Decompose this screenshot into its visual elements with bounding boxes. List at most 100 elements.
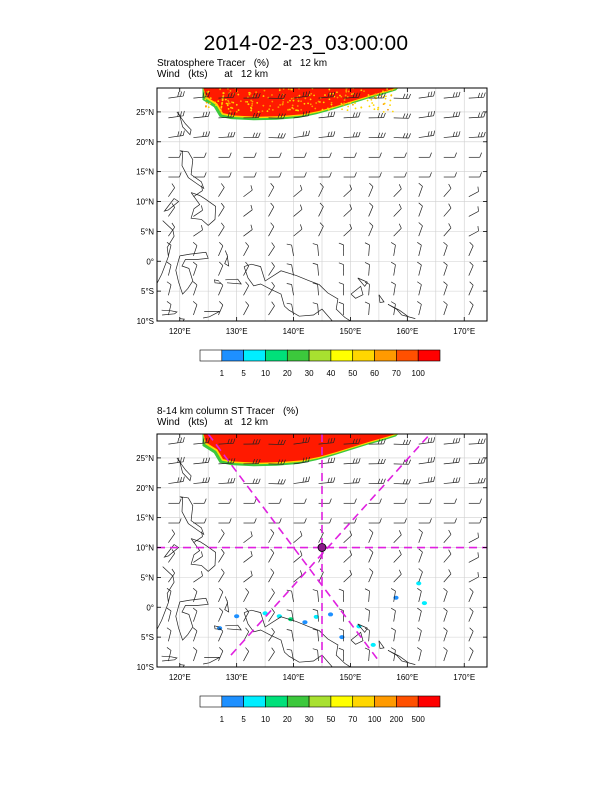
tracer-speckle xyxy=(292,99,295,102)
wind-barb-flag xyxy=(377,458,381,464)
wind-barb xyxy=(368,206,374,217)
wind-barb xyxy=(418,591,422,602)
wind-barb xyxy=(318,186,324,197)
wind-barb-flag xyxy=(477,92,481,98)
tracer-speckle xyxy=(315,102,318,104)
wind-barb-flag xyxy=(469,301,474,306)
wind-barb-flag xyxy=(330,457,333,463)
wind-barb-flag xyxy=(280,459,283,465)
wind-barb xyxy=(443,534,452,543)
wind-barb-flag xyxy=(202,458,205,464)
wind-barb-flag xyxy=(258,439,261,445)
wind-barb-flag xyxy=(177,131,180,137)
wind-barb xyxy=(268,186,275,197)
wind-barb-flag xyxy=(166,281,172,285)
colorbar-swatch xyxy=(243,349,266,362)
wind-barb-flag xyxy=(182,130,185,136)
wind-barb-flag xyxy=(202,477,205,483)
wind-barb-flag xyxy=(418,548,423,553)
wind-barb xyxy=(168,630,172,642)
colorbar-label: 30 xyxy=(305,369,314,378)
wind-barb-flag xyxy=(283,113,286,119)
wind-barb-flag xyxy=(286,648,292,651)
tracer-speckle xyxy=(235,110,238,113)
wind-barb-flag xyxy=(383,93,386,99)
wind-barb-flag xyxy=(379,172,382,178)
tracer-speckle xyxy=(230,106,232,109)
wind-barb-flag xyxy=(286,283,292,285)
wind-barb xyxy=(368,630,370,642)
x-tick-label: 160°E xyxy=(396,673,418,682)
tracer-speckle xyxy=(339,94,341,97)
y-tick-label: 5°N xyxy=(141,227,155,236)
wind-barb xyxy=(343,116,359,119)
tracer-speckle xyxy=(269,105,272,107)
wind-barb-flag xyxy=(458,437,461,443)
wind-barb-flag xyxy=(166,261,172,266)
wind-barb xyxy=(343,534,352,543)
wind-barb xyxy=(218,285,224,296)
wind-barb-flag xyxy=(352,132,355,138)
wind-barb-flag xyxy=(308,91,310,97)
wind-barb xyxy=(193,245,198,256)
wind-barb-flag xyxy=(383,478,386,484)
colorbar-swatch xyxy=(265,695,288,708)
wind-barb-flag xyxy=(205,92,208,98)
colorbar-swatch xyxy=(221,349,244,362)
panel1-subtitle-2: Wind (kts) at 12 km xyxy=(157,69,269,80)
wind-barb xyxy=(418,630,422,642)
wind-barb-flag xyxy=(380,478,383,484)
wind-barb xyxy=(291,630,294,642)
wind-barb-flag xyxy=(458,477,461,483)
wind-barb xyxy=(318,462,334,465)
tracer-speckle xyxy=(389,104,391,106)
wind-barb-flag xyxy=(166,607,172,612)
wind-barb xyxy=(368,304,370,316)
wind-barb-flag xyxy=(398,549,402,555)
wind-barb-flag xyxy=(477,206,479,212)
tracer-speckle xyxy=(232,101,235,104)
wind-barb xyxy=(393,228,402,237)
wind-barb-flag xyxy=(245,607,249,613)
tracer-patch xyxy=(327,612,334,617)
tracer-speckle xyxy=(363,90,365,93)
wind-barb-flag xyxy=(302,131,305,137)
tracer-speckle xyxy=(220,105,223,108)
wind-barb xyxy=(468,136,484,138)
tracer-speckle xyxy=(246,100,249,103)
wind-barb-flag xyxy=(229,498,232,504)
tracer-speckle xyxy=(350,93,353,95)
wind-barb-flag xyxy=(380,439,383,445)
tracer-speckle xyxy=(277,106,280,109)
wind-barb-flag xyxy=(405,93,409,99)
wind-barb-flag xyxy=(327,438,330,444)
y-tick-label: 10°S xyxy=(137,663,154,672)
wind-barb-flag xyxy=(305,437,308,443)
wind-barb-flag xyxy=(283,93,286,99)
wind-barb-flag xyxy=(329,172,332,178)
wind-barb-flag xyxy=(252,478,255,484)
wind-barb xyxy=(317,610,319,622)
x-tick-label: 140°E xyxy=(283,327,305,336)
wind-barb-flag xyxy=(221,202,225,208)
tracer-speckle xyxy=(352,103,354,106)
wind-barb-flag xyxy=(408,113,411,119)
tracer-speckle xyxy=(314,107,317,110)
wind-barb-flag xyxy=(279,152,282,158)
wind-barb-flag xyxy=(300,224,303,230)
wind-barb-flag xyxy=(279,498,282,504)
wind-barb xyxy=(443,227,452,237)
wind-barb xyxy=(317,264,319,276)
wind-barb-flag xyxy=(319,222,324,227)
tracer-speckle xyxy=(342,104,345,106)
figure-title: 2014-02-23_03:00:00 xyxy=(203,32,409,55)
wind-barb xyxy=(393,574,402,583)
wind-barb-flag xyxy=(308,456,310,462)
wind-barb xyxy=(343,554,352,563)
wind-barb-flag xyxy=(177,437,180,443)
wind-barb-flag xyxy=(227,438,230,444)
wind-barb xyxy=(218,533,225,543)
colorbar-label: 500 xyxy=(412,715,426,724)
wind-barb-flag xyxy=(448,183,452,189)
wind-barb-flag xyxy=(369,548,374,553)
